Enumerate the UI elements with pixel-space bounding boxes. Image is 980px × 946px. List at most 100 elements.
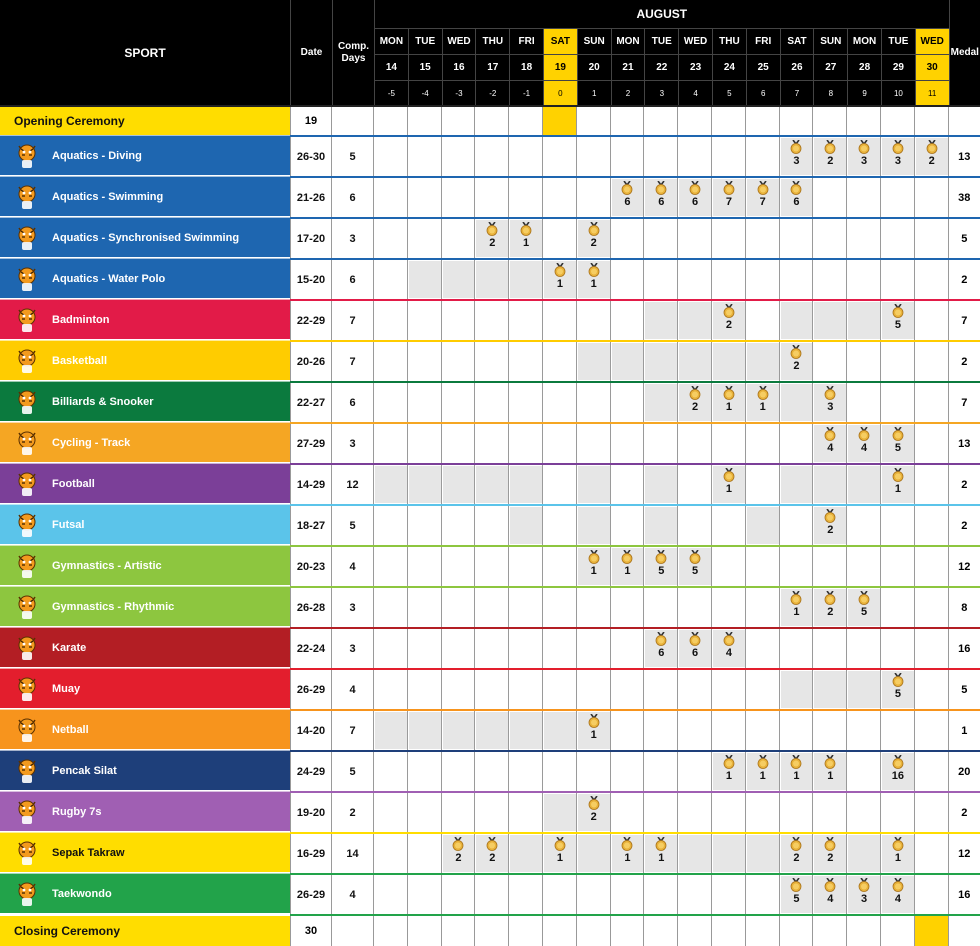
day-cell [644,588,679,627]
day-cell [813,711,848,750]
day-cell [374,424,408,463]
day-cell [408,260,442,299]
row-divider [290,914,980,916]
day-cell [678,342,712,381]
opening-ceremony-day-cell [610,107,645,135]
medal-count: 7 [759,196,766,208]
day-cell [780,342,814,381]
day-cell [813,629,848,668]
medal-count: 1 [590,565,597,577]
competition-day-shade [476,261,509,298]
medal-event: 1 [577,262,611,298]
sport-name: Sepak Takraw [52,846,125,859]
sport-name: Taekwondo [52,887,112,900]
gold-medal-icon [824,385,836,400]
day-cell [442,301,476,340]
gold-medal-icon [824,590,836,605]
row-divider [290,135,980,137]
day-cell [881,178,915,217]
day-cell [374,342,408,381]
medal-event: 5 [881,303,915,339]
day-cell [881,342,915,381]
medal-count: 2 [692,401,699,413]
day-cell [475,629,510,668]
sport-row-15: Pencak Silat [0,750,290,790]
day-cell [509,506,543,545]
day-offset-2: -3 [441,80,476,105]
muay-mascot-icon [12,674,42,704]
day-cell [780,506,814,545]
sport-name: Aquatics - Water Polo [52,272,166,285]
gold-medal-icon [655,549,667,564]
day-cell [644,219,679,258]
day-cell [644,424,679,463]
medal-event: 4 [813,877,847,913]
day-of-week-9: WED [678,28,712,54]
medal-count: 6 [658,196,665,208]
header-divider [0,105,980,107]
row-divider [290,176,980,178]
medal-total: 2 [961,355,968,368]
gold-medal-icon [689,180,701,195]
day-cell [678,711,712,750]
medal-event: 1 [577,549,611,585]
day-cell [543,711,577,750]
day-cell [780,711,814,750]
medal-total: 12 [958,847,971,860]
day-cell [577,465,611,504]
closing-ceremony-date: 30 [290,916,332,946]
day-cell [442,260,476,299]
sport-date: 17-20 [290,219,332,258]
medal-event: 5 [780,877,814,913]
day-date-9: 23 [678,54,712,80]
day-cell [644,670,679,709]
medal-count: 2 [455,852,462,864]
sport-name: Gymnastics - Artistic [52,559,162,572]
medal-header: Medal [948,0,980,105]
day-cell [847,752,881,791]
opening-ceremony-day-cell [779,107,814,135]
day-offset-6: 1 [576,80,611,105]
day-cell [881,793,915,832]
day-cell [475,465,510,504]
medal-event: 1 [712,754,746,790]
day-cell [813,834,848,873]
day-date-3: 17 [475,54,510,80]
day-cell [475,137,510,176]
sport-comp-days: 3 [332,424,374,463]
sport-row-14: Netball [0,709,290,749]
day-date-6: 20 [576,54,611,80]
gold-medal-icon [723,303,735,318]
competition-day-shade [442,261,475,298]
day-cell [408,465,442,504]
day-offset-1: -4 [407,80,442,105]
row-divider [290,668,980,670]
day-cell [712,711,746,750]
day-cell [644,137,679,176]
medal-event: 2 [915,139,949,175]
day-cell [408,178,442,217]
day-cell [813,588,848,627]
gold-medal-icon [892,877,904,892]
row-divider [290,791,980,793]
gold-medal-icon [689,631,701,646]
gold-medal-icon [824,754,836,769]
day-cell [374,260,408,299]
day-cell [509,260,543,299]
competition-day-shade [510,466,542,503]
gold-medal-icon [655,836,667,851]
gold-medal-icon [824,139,836,154]
competition-day-shade [611,343,644,380]
medal-count: 16 [891,770,905,782]
day-cell [408,506,442,545]
medal-event: 6 [678,631,712,667]
day-date-1: 15 [407,54,442,80]
medal-count: 1 [894,483,901,495]
gold-medal-icon [588,549,600,564]
medal-count: 6 [793,196,800,208]
futsal-mascot-icon [12,510,42,540]
closing-ceremony-day-cell [745,916,780,946]
sport-row-16: Rugby 7s [0,791,290,831]
competition-day-shade [645,343,678,380]
medal-event: 5 [644,549,678,585]
